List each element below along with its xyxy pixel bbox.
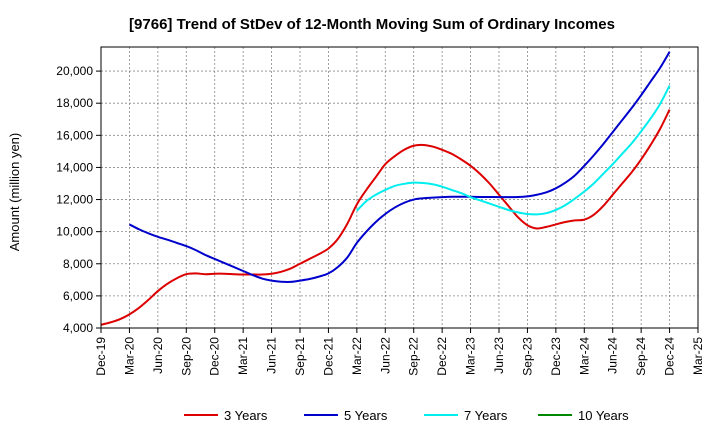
x-tick-label: Mar-21 bbox=[236, 337, 250, 375]
y-tick-label: 8,000 bbox=[63, 257, 93, 271]
x-tick-label: Dec-22 bbox=[435, 337, 449, 376]
chart-title: [9766] Trend of StDev of 12-Month Moving… bbox=[129, 16, 615, 33]
x-tick-label: Jun-21 bbox=[265, 337, 279, 374]
y-tick-label: 6,000 bbox=[63, 289, 93, 303]
legend: 3 Years 5 Years 7 Years 10 Years bbox=[184, 408, 629, 423]
x-tick-label: Sep-23 bbox=[520, 337, 534, 376]
x-tick-label: Dec-24 bbox=[663, 337, 677, 376]
x-ticks: Dec-19 Mar-20 Jun-20 Sep-20 Dec-20 Mar-21 Jun-… bbox=[94, 328, 705, 376]
legend-item: 10 Years bbox=[538, 408, 629, 423]
x-tick-label: Dec-19 bbox=[94, 337, 108, 376]
y-tick-label: 18,000 bbox=[56, 96, 93, 110]
y-tick-label: 16,000 bbox=[56, 128, 93, 142]
x-tick-label: Sep-20 bbox=[179, 337, 193, 376]
x-tick-label: Sep-21 bbox=[293, 337, 307, 376]
series-line-7-years bbox=[356, 85, 671, 216]
legend-label: 10 Years bbox=[578, 408, 629, 423]
legend-item: 7 Years bbox=[424, 408, 508, 423]
x-tick-label: Mar-20 bbox=[122, 337, 136, 375]
grid bbox=[101, 47, 698, 329]
legend-label: 3 Years bbox=[224, 408, 268, 423]
x-tick-label: Sep-24 bbox=[634, 337, 648, 376]
legend-item: 5 Years bbox=[304, 408, 388, 423]
y-tick-label: 14,000 bbox=[56, 160, 93, 174]
series-layer bbox=[100, 51, 671, 326]
x-tick-label: Jun-24 bbox=[606, 337, 620, 374]
series-line-3-years bbox=[100, 109, 671, 326]
plot-frame bbox=[100, 46, 699, 329]
series-line-5-years bbox=[128, 51, 671, 284]
x-tick-label: Mar-22 bbox=[350, 337, 364, 375]
legend-item: 3 Years bbox=[184, 408, 268, 423]
x-tick-label: Dec-21 bbox=[321, 337, 335, 376]
x-tick-label: Mar-25 bbox=[691, 337, 705, 375]
legend-label: 5 Years bbox=[344, 408, 388, 423]
y-ticks: 4,000 6,000 8,000 10,000 12,000 14,000 16,000 1… bbox=[56, 64, 101, 335]
y-tick-label: 4,000 bbox=[63, 321, 93, 335]
y-tick-label: 10,000 bbox=[56, 225, 93, 239]
x-tick-label: Mar-24 bbox=[577, 337, 591, 375]
x-tick-label: Sep-22 bbox=[407, 337, 421, 376]
legend-label: 7 Years bbox=[464, 408, 508, 423]
y-tick-label: 12,000 bbox=[56, 193, 93, 207]
x-tick-label: Jun-20 bbox=[151, 337, 165, 374]
x-tick-label: Mar-23 bbox=[464, 337, 478, 375]
y-tick-label: 20,000 bbox=[56, 64, 93, 78]
x-tick-label: Jun-22 bbox=[378, 337, 392, 374]
x-tick-label: Jun-23 bbox=[492, 337, 506, 374]
x-tick-label: Dec-23 bbox=[549, 337, 563, 376]
x-tick-label: Dec-20 bbox=[208, 337, 222, 376]
y-axis-label: Amount (million yen) bbox=[7, 133, 22, 252]
